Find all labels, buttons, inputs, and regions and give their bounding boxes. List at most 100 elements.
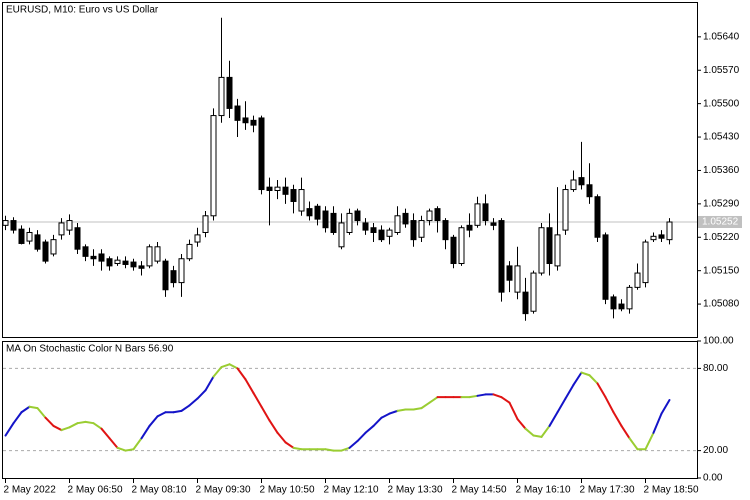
candle-body — [370, 227, 377, 233]
candle-body — [2, 220, 9, 226]
candle-body — [186, 243, 193, 260]
main-panel — [2, 2, 698, 338]
y-tick-label: 1.05150 — [703, 265, 740, 276]
candle-body — [402, 212, 409, 225]
indicator-segment — [556, 397, 567, 414]
indicator-segment — [604, 396, 615, 414]
candle-body — [162, 260, 169, 291]
indicator-segment — [196, 389, 207, 400]
indicator-segment — [628, 437, 639, 451]
candle-body — [250, 119, 257, 126]
candle-body — [354, 210, 361, 222]
y-tick-label: 1.05290 — [703, 198, 740, 209]
indicator-segment — [580, 371, 591, 377]
x-tick-label: 2 May 10:50 — [260, 485, 315, 496]
y-tick-label: 1.05360 — [703, 165, 740, 176]
candle-body — [34, 234, 41, 250]
candle-body — [586, 184, 593, 198]
indicator-segment — [116, 446, 127, 452]
indicator-segment — [380, 412, 391, 419]
indicator-segment — [652, 412, 663, 434]
indicator-segment — [156, 411, 167, 418]
candle-body — [26, 231, 33, 242]
y-tick-label: 1.05080 — [703, 299, 740, 310]
y-tick-label: 80.00 — [703, 363, 728, 374]
indicator-segment — [44, 416, 55, 427]
indicator-segment — [388, 409, 399, 415]
candle-body — [210, 115, 217, 217]
candle-body — [42, 241, 49, 262]
indicator-segment — [188, 397, 199, 407]
candle-body — [306, 208, 313, 217]
indicator-segment — [20, 405, 31, 414]
indicator-segment — [12, 411, 23, 425]
candle-body — [514, 265, 521, 293]
indicator-segment — [492, 393, 503, 399]
candle-body — [322, 210, 329, 229]
indicator-segment — [516, 418, 527, 430]
indicator-segment — [84, 420, 95, 425]
candle-body — [618, 303, 625, 310]
candle-body — [10, 220, 17, 231]
candle-body — [346, 212, 353, 233]
x-tick-label: 2 May 16:10 — [516, 485, 571, 496]
candle-body — [90, 255, 97, 260]
candle-body — [98, 253, 105, 262]
x-tick-label: 2 May 12:10 — [324, 485, 379, 496]
y-tick-label: 1.05570 — [703, 65, 740, 76]
indicator-segment — [204, 375, 215, 392]
candle-body — [122, 260, 129, 265]
candle-body — [114, 259, 121, 265]
indicator-segment — [228, 363, 239, 370]
x-tick-label: 2 May 2022 — [4, 485, 57, 496]
candle-body — [394, 215, 401, 233]
indicator-segment — [468, 394, 479, 399]
indicator-segment — [532, 434, 543, 438]
indicator-segment — [4, 422, 15, 437]
indicator-segment — [172, 409, 183, 414]
candle-body — [378, 229, 385, 241]
indicator-segment — [124, 448, 135, 452]
candle-body — [138, 265, 145, 269]
candle-body — [266, 186, 273, 191]
indicator-segment — [420, 401, 431, 410]
indicator-segment — [76, 420, 87, 425]
indicator-segment — [348, 440, 359, 449]
indicator-segment — [100, 427, 111, 440]
candle-body — [594, 196, 601, 238]
indicator-segment — [612, 411, 623, 427]
candle-body — [562, 189, 569, 231]
x-tick-label: 2 May 09:30 — [196, 485, 251, 496]
candle-body — [482, 203, 489, 222]
y-tick-label: 0.00 — [703, 473, 723, 484]
candle-body — [410, 220, 417, 241]
candle-body — [546, 227, 553, 265]
indicator-segment — [548, 411, 559, 427]
candle-body — [386, 229, 393, 237]
indicator-segment — [572, 371, 583, 386]
candle-body — [466, 224, 473, 231]
indicator-segment — [36, 407, 47, 419]
candle-body — [154, 246, 161, 262]
indicator-segment — [588, 374, 599, 385]
indicator-segment — [236, 367, 247, 381]
candle-body — [106, 258, 113, 267]
candle-body — [274, 186, 281, 191]
candle-body — [474, 203, 481, 226]
indicator-segment — [340, 446, 351, 452]
indicator-segment — [396, 408, 407, 412]
candle-body — [458, 227, 465, 265]
candle-body — [602, 234, 609, 300]
x-tick-label: 2 May 13:30 — [388, 485, 443, 496]
x-tick-label: 2 May 08:10 — [132, 485, 187, 496]
candle-body — [66, 220, 73, 231]
candle-body — [18, 228, 25, 244]
indicator-panel — [2, 341, 698, 479]
indicator-segment — [140, 424, 151, 440]
indicator-segment — [596, 382, 607, 399]
candle-body — [498, 220, 505, 293]
candle-body — [658, 234, 665, 239]
candle-body — [530, 272, 537, 312]
candle-body — [234, 105, 241, 121]
candle-body — [634, 272, 641, 288]
